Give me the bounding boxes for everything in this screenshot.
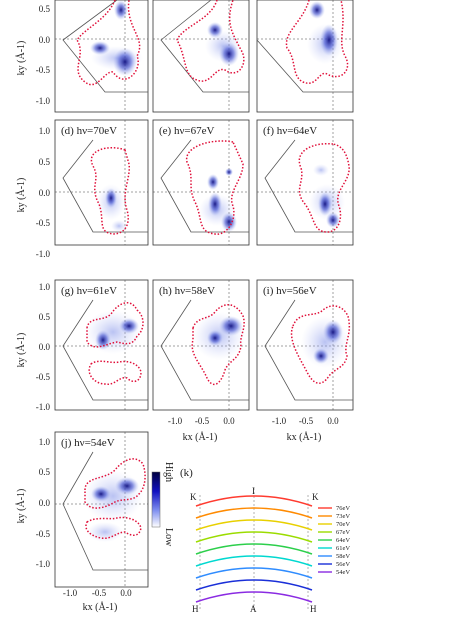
h-point-right: H	[310, 604, 317, 614]
h-point-left: H	[192, 604, 199, 614]
legend-label: 76eV	[336, 505, 350, 512]
energy-arc	[195, 555, 313, 567]
y-tick: 0.5	[39, 467, 51, 477]
row1-y-axis: 0.5 0.0 -0.5 -1.0 ky (Å-1)	[15, 4, 51, 106]
legend-label: 67eV	[336, 529, 350, 536]
row2-y-axis: 1.0 0.5 0.0 -0.5 -1.0 ky (Å-1)	[15, 126, 51, 259]
a-point: A	[250, 604, 257, 614]
panel-label: (i) hν=56eV	[263, 285, 317, 297]
y-tick: -1.0	[36, 96, 51, 106]
legend-label: 70eV	[336, 521, 350, 528]
panel-label: (g) hν=61eV	[61, 285, 117, 297]
y-tick: -0.5	[36, 529, 51, 539]
y-axis-label: ky (Å-1)	[15, 489, 27, 524]
x-tick: -0.5	[195, 416, 210, 426]
legend-label: 64eV	[336, 537, 350, 544]
panel-f: (f) hν=64eV	[256, 119, 354, 246]
y-tick: 1.0	[39, 282, 51, 292]
y-tick: -1.0	[36, 559, 51, 569]
panel-j: (j) hν=54eV	[54, 431, 149, 588]
panel-h: (h) hν=58eV	[152, 279, 250, 411]
x-axis-label: kx (Å-1)	[83, 601, 118, 613]
row4-y-axis: 1.0 0.5 0.0 -0.5 -1.0 ky (Å-1)	[15, 437, 51, 569]
energy-arcs	[195, 495, 313, 603]
legend-label: 56eV	[336, 561, 350, 568]
panel-label: (j) hν=54eV	[61, 437, 115, 449]
panel-g: (g) hν=61eV	[54, 279, 149, 411]
energy-arc	[195, 495, 313, 507]
energy-arc	[195, 579, 313, 591]
y-axis-label: ky (Å-1)	[15, 333, 27, 368]
k-point-left: K	[190, 492, 197, 502]
panel-label: (h) hν=58eV	[159, 285, 215, 297]
y-tick: -0.5	[36, 372, 51, 382]
energy-arc	[195, 507, 313, 519]
panel-label: (d) hν=70eV	[61, 125, 117, 137]
colorbar-high-label: High	[163, 462, 174, 482]
row4-x-axis: -1.0 -0.5 0.0 kx (Å-1)	[63, 588, 132, 613]
y-tick: 0.0	[39, 342, 51, 352]
x-tick: 0.0	[120, 588, 132, 598]
k-point-right: K	[312, 492, 319, 502]
x-tick: 0.0	[327, 416, 339, 426]
x-tick: -0.5	[92, 588, 107, 598]
y-tick: 0.5	[39, 312, 51, 322]
colorbar-low-label: Low	[163, 528, 174, 547]
y-tick: 0.0	[39, 498, 51, 508]
y-tick: 1.0	[39, 437, 51, 447]
y-axis-label: ky (Å-1)	[15, 178, 27, 213]
panel-k: (k) K K I H H A 76eV73eV70eV67eV64eV61eV…	[180, 467, 350, 614]
y-tick: -1.0	[36, 402, 51, 412]
energy-arc	[195, 519, 313, 531]
x-tick: -1.0	[272, 416, 287, 426]
legend-label: 73eV	[336, 513, 350, 520]
y-tick: -0.5	[36, 65, 51, 75]
row3-y-axis: 1.0 0.5 0.0 -0.5 -1.0 ky (Å-1)	[15, 282, 51, 412]
panel-b	[152, 0, 250, 113]
y-axis-label: ky (Å-1)	[15, 41, 27, 76]
panel-label: (f) hν=64eV	[263, 125, 317, 137]
panel-e: (e) hν=67eV	[152, 119, 250, 246]
y-tick: -1.0	[36, 249, 51, 259]
energy-arc	[195, 543, 313, 555]
panel-c	[256, 0, 354, 113]
legend-label: 58eV	[336, 553, 350, 560]
y-tick: 1.0	[39, 126, 51, 136]
top-mark: I	[252, 486, 255, 496]
row3-x-axis: -1.0 -0.5 0.0 kx (Å-1) -1.0 -0.5 0.0 kx …	[168, 416, 339, 443]
legend-label: 54eV	[336, 569, 350, 576]
y-tick: 0.5	[39, 157, 51, 167]
panel-label: (e) hν=67eV	[159, 125, 215, 137]
x-tick: -1.0	[63, 588, 78, 598]
energy-arc	[195, 531, 313, 543]
y-tick: -0.5	[36, 218, 51, 228]
x-tick: 0.0	[223, 416, 235, 426]
panel-i: (i) hν=56eV	[256, 279, 354, 411]
y-tick: 0.0	[39, 35, 51, 45]
energy-arc	[195, 591, 313, 603]
y-tick: 0.0	[39, 188, 51, 198]
panel-label: (k)	[180, 467, 193, 479]
x-tick: -0.5	[299, 416, 314, 426]
panel-d: (d) hν=70eV	[54, 119, 149, 246]
x-tick: -1.0	[168, 416, 183, 426]
x-axis-label: kx (Å-1)	[287, 431, 322, 443]
energy-arc	[195, 567, 313, 579]
y-tick: 0.5	[39, 4, 51, 14]
x-axis-label: kx (Å-1)	[183, 431, 218, 443]
colorbar: High Low	[151, 462, 174, 547]
legend-label: 61eV	[336, 545, 350, 552]
panel-a	[54, 0, 149, 113]
